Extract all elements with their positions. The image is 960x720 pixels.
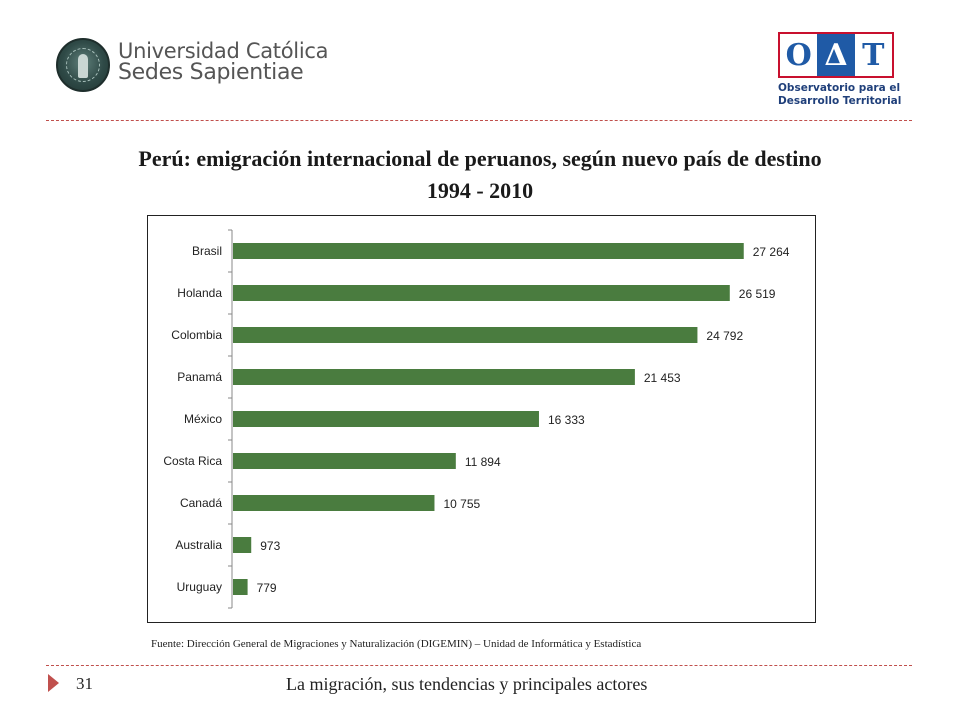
- odt-letter-t: T: [862, 37, 885, 73]
- footer-divider: [46, 665, 912, 666]
- university-seal-icon: [56, 38, 110, 92]
- footer-arrow-icon: [48, 674, 59, 692]
- bar-6: [233, 495, 435, 511]
- odt-letters: O Δ T: [778, 32, 894, 78]
- bar-1: [233, 285, 730, 301]
- university-name-line2: Sedes Sapientiae: [118, 60, 304, 85]
- value-label: 16 333: [548, 413, 585, 427]
- bar-5: [233, 453, 456, 469]
- header-divider: [46, 120, 912, 121]
- value-label: 10 755: [443, 497, 480, 511]
- odt-letter-delta: Δ: [817, 34, 855, 76]
- odt-logo: O Δ T Observatorio para el Desarrollo Te…: [776, 30, 906, 110]
- odt-name-line1: Observatorio para el: [778, 82, 901, 94]
- bar-3: [233, 369, 635, 385]
- category-label: Costa Rica: [163, 454, 222, 468]
- category-label: Uruguay: [177, 580, 222, 594]
- category-label: Holanda: [177, 286, 222, 300]
- value-label: 21 453: [644, 371, 681, 385]
- bar-8: [233, 579, 248, 595]
- bar-7: [233, 537, 252, 553]
- odt-name: Observatorio para el Desarrollo Territor…: [778, 82, 901, 108]
- category-label: México: [184, 412, 222, 426]
- page-number: 31: [76, 674, 93, 693]
- value-label: 11 894: [465, 455, 501, 469]
- bar-chart: Brasil 27 264 Holanda 26 519 Colombia 24 792 P…: [163, 229, 790, 609]
- university-name: Universidad Católica Sedes Sapientiae: [118, 40, 328, 84]
- category-label: Panamá: [177, 370, 222, 384]
- value-label: 779: [257, 581, 277, 595]
- value-label: 26 519: [739, 287, 776, 301]
- university-logo: Universidad Católica Sedes Sapientiae: [56, 36, 328, 98]
- category-label: Brasil: [192, 244, 222, 258]
- bar-2: [233, 327, 698, 343]
- odt-letter-o: O: [785, 37, 812, 73]
- chart-frame: Brasil 27 264 Holanda 26 519 Colombia 24 792 P…: [147, 215, 816, 623]
- university-name-line1: Universidad Católica: [118, 39, 329, 63]
- odt-name-line2: Desarrollo Territorial: [778, 95, 902, 107]
- source-note: Fuente: Dirección General de Migraciones…: [151, 638, 642, 650]
- bar-4: [233, 411, 539, 427]
- chart-title-line2: 1994 - 2010: [426, 178, 534, 203]
- value-label: 24 792: [706, 329, 743, 343]
- category-label: Australia: [175, 538, 222, 552]
- category-label: Colombia: [171, 328, 222, 342]
- value-label: 973: [260, 539, 280, 553]
- chart-title-line1: Perú: emigración internacional de peruan…: [138, 146, 822, 171]
- footer-title: La migración, sus tendencias y principal…: [286, 674, 648, 694]
- category-label: Canadá: [180, 496, 222, 510]
- value-label: 27 264: [753, 245, 790, 259]
- bar-0: [233, 243, 744, 259]
